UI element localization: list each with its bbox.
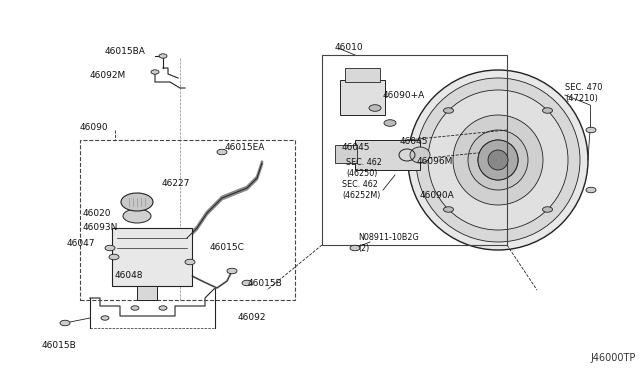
Ellipse shape [123,209,151,223]
Ellipse shape [151,70,159,74]
Bar [112,228,192,286]
Text: 46048: 46048 [115,272,143,280]
Ellipse shape [350,245,360,251]
Ellipse shape [60,320,70,326]
Text: 46090: 46090 [80,124,109,132]
Text: 46020: 46020 [83,208,111,218]
Bar [355,140,420,170]
Text: SEC. 462
(46252M): SEC. 462 (46252M) [342,180,380,200]
Circle shape [478,140,518,180]
Circle shape [468,130,528,190]
Text: 46015B: 46015B [248,279,283,288]
Text: 46045: 46045 [400,138,429,147]
Text: 46096M: 46096M [417,157,453,167]
Text: 46015B: 46015B [42,340,77,350]
Text: SEC. 470
(47210): SEC. 470 (47210) [565,83,602,103]
Ellipse shape [384,120,396,126]
Ellipse shape [227,268,237,274]
Circle shape [488,150,508,170]
Ellipse shape [369,105,381,111]
Ellipse shape [217,149,227,155]
Circle shape [408,70,588,250]
Circle shape [428,90,568,230]
Ellipse shape [444,108,454,113]
Ellipse shape [586,127,596,133]
Bar [80,140,295,300]
Bar [335,145,357,163]
Ellipse shape [444,207,454,212]
Text: 46015C: 46015C [210,244,245,253]
Ellipse shape [105,245,115,251]
Ellipse shape [159,306,167,310]
Text: 46010: 46010 [335,44,364,52]
Circle shape [416,78,580,242]
Ellipse shape [121,193,153,211]
Text: 46093N: 46093N [83,224,118,232]
Text: SEC. 462
(46250): SEC. 462 (46250) [346,158,382,178]
Ellipse shape [109,254,119,260]
Bar [340,80,385,115]
Text: 46092: 46092 [238,314,266,323]
Ellipse shape [101,316,109,320]
Ellipse shape [410,147,430,163]
Ellipse shape [185,259,195,265]
Text: 46090+A: 46090+A [383,92,425,100]
Circle shape [478,140,518,180]
Ellipse shape [159,54,167,58]
Text: 46045: 46045 [342,144,371,153]
Text: N08911-10B2G
(2): N08911-10B2G (2) [358,233,419,253]
Ellipse shape [131,306,139,310]
Text: 46047: 46047 [67,240,95,248]
Text: 46092M: 46092M [90,71,126,80]
Ellipse shape [242,280,252,286]
Ellipse shape [543,207,552,212]
Circle shape [453,115,543,205]
Text: 46015BA: 46015BA [105,48,146,57]
Text: 46015EA: 46015EA [225,144,266,153]
Ellipse shape [543,108,552,113]
Bar [345,68,380,82]
Text: 46090A: 46090A [420,192,455,201]
Text: J46000TP: J46000TP [590,353,636,363]
Ellipse shape [586,187,596,193]
Bar [322,55,507,245]
Bar [137,286,157,300]
Text: 46227: 46227 [162,179,190,187]
